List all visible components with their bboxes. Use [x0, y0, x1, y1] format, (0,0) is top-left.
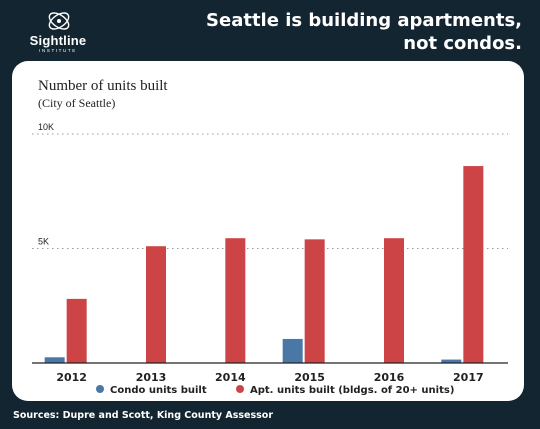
bar-apartment	[304, 239, 325, 363]
bar-apartment	[463, 166, 484, 363]
bars-layer	[44, 166, 484, 363]
legend-swatch-condo	[96, 385, 104, 393]
x-tick-label: 2014	[215, 371, 246, 384]
bar-condo	[282, 338, 303, 363]
bar-chart: Number of units built (City of Seattle) …	[32, 78, 508, 396]
sightline-logo: Sightline INSTITUTE	[16, 8, 100, 53]
bar-apartment	[225, 238, 246, 363]
bar-apartment	[384, 238, 404, 363]
y-tick-label: 5K	[38, 237, 49, 247]
legend: Condo units built Apt. units built (bldgs…	[96, 385, 454, 396]
x-tick-label: 2017	[453, 371, 484, 384]
x-tick-label: 2015	[294, 371, 325, 384]
source-note: Sources: Dupre and Scott, King County As…	[13, 410, 273, 421]
bar-apartment	[66, 298, 87, 363]
x-tick-labels: 2012 2013 2014 2015 2016 2017	[56, 371, 483, 384]
y-tick-label: 10K	[38, 122, 54, 132]
legend-label-apartment: Apt. units built (bldgs. of 20+ units)	[250, 385, 454, 396]
headline-line-2: not condos.	[403, 33, 522, 54]
x-tick-label: 2013	[136, 371, 167, 384]
legend-label-condo: Condo units built	[110, 385, 207, 396]
x-tick-label: 2016	[374, 371, 405, 384]
chart-panel: Number of units built (City of Seattle) …	[12, 61, 524, 401]
legend-swatch-apartment	[236, 385, 244, 393]
bar-condo	[441, 359, 462, 363]
headline-line-1: Seattle is building apartments,	[206, 10, 522, 31]
chart-title: Number of units built	[38, 78, 168, 94]
sightline-swirl-icon	[48, 12, 70, 30]
chart-subtitle: (City of Seattle)	[38, 96, 115, 110]
bar-condo	[44, 357, 65, 363]
x-tick-label: 2012	[56, 371, 87, 384]
brand-name: Sightline	[29, 33, 87, 48]
grid-layer: 5K 10K	[32, 122, 508, 249]
bar-apartment	[146, 246, 166, 363]
headline: Seattle is building apartments, not cond…	[162, 9, 522, 55]
brand-subtitle: INSTITUTE	[39, 48, 77, 53]
